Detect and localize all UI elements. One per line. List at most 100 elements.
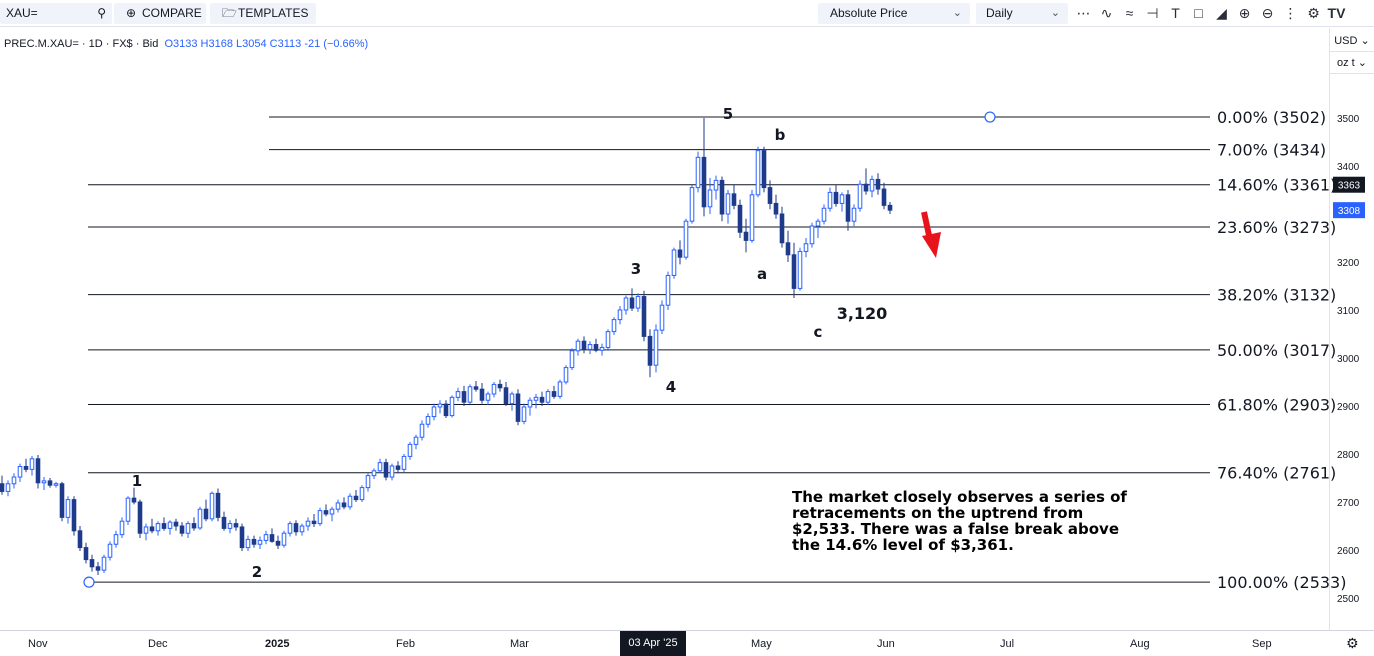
fib-level-label: 0.00% (3502): [1217, 108, 1326, 127]
candle-body: [137, 501, 143, 534]
candle-body: [47, 480, 53, 486]
candles-icon[interactable]: ⋯: [1076, 4, 1091, 21]
candle-body: [425, 416, 431, 425]
legend-instrument: PREC.M.XAU= · 1D · FX$ · Bid: [4, 38, 159, 50]
candle-body: [143, 526, 149, 534]
candle-body: [515, 393, 521, 422]
candle-body: [341, 502, 347, 508]
candle-body: [359, 487, 365, 501]
time-label: Nov: [28, 638, 48, 650]
candle-body: [551, 391, 557, 397]
settings-icon[interactable]: ⚙: [1307, 4, 1320, 21]
candle-body: [647, 335, 653, 366]
indicators-icon[interactable]: ∿: [1100, 4, 1113, 21]
text-icon[interactable]: T: [1171, 5, 1180, 21]
candle-body: [587, 344, 593, 350]
wave-label: 5: [723, 105, 733, 123]
wave-label: 2: [252, 563, 262, 581]
candle-body: [803, 243, 809, 252]
drawing-icon[interactable]: ⊣: [1146, 4, 1159, 21]
time-label: Mar: [510, 638, 529, 650]
chevron-down-icon: ⌄: [952, 7, 962, 19]
candle-body: [215, 492, 221, 518]
scale-controls: USD ⌄ oz t ⌄: [1330, 30, 1374, 74]
candle-body: [335, 502, 341, 510]
candle-body: [347, 495, 353, 508]
price-tick-label: 2600: [1337, 546, 1360, 557]
candle-body: [413, 436, 419, 445]
candle-body: [533, 396, 539, 401]
search-icon[interactable]: ⚲: [97, 6, 106, 20]
candle-body: [833, 191, 839, 204]
candle-body: [779, 213, 785, 244]
candle-body: [317, 510, 323, 525]
candle-body: [863, 183, 869, 192]
candle-body: [251, 538, 257, 545]
candle-body: [95, 566, 101, 571]
candle-body: [419, 423, 425, 438]
candle-body: [641, 296, 647, 337]
candle-body: [809, 225, 815, 245]
templates-button[interactable]: 🗁TEMPLATES: [210, 3, 316, 24]
candle-body: [383, 462, 389, 478]
wave-label: 3: [631, 260, 641, 278]
candle-body: [581, 340, 587, 350]
interval-value: Daily: [986, 6, 1013, 20]
candle-body: [209, 492, 215, 520]
chart-legend: PREC.M.XAU= · 1D · FX$ · Bid O3133 H3168…: [4, 38, 368, 50]
candle-body: [671, 249, 677, 276]
currency-select[interactable]: USD ⌄: [1330, 30, 1374, 52]
wave-icon[interactable]: ≈: [1125, 5, 1134, 21]
candle-body: [473, 386, 479, 390]
more-icon[interactable]: ⋮: [1283, 4, 1298, 21]
candle-body: [125, 497, 131, 522]
candle-body: [167, 521, 173, 529]
plus-circle-icon: ⊕: [126, 6, 137, 20]
zoom-out-icon[interactable]: ⊖: [1261, 4, 1274, 21]
candle-body: [269, 534, 275, 542]
tradingview-logo: TV: [1327, 5, 1346, 21]
chevron-down-icon: ⌄: [1050, 7, 1060, 19]
interval-select[interactable]: Daily ⌄: [976, 3, 1068, 24]
time-label: 2025: [265, 638, 290, 650]
candle-body: [845, 194, 851, 222]
candle-body: [5, 483, 11, 492]
symbol-search-input[interactable]: XAU= ⚲: [0, 3, 112, 24]
candle-body: [287, 523, 293, 534]
cursor-date-label: 03 Apr '25: [620, 631, 686, 656]
candle-body: [593, 344, 599, 351]
time-label: Feb: [396, 638, 415, 650]
shapes-icon[interactable]: ◢: [1216, 4, 1227, 21]
candle-body: [233, 523, 239, 528]
axis-settings-icon[interactable]: ⚙: [1346, 635, 1359, 651]
candle-body: [299, 525, 305, 533]
unit-value: oz t: [1336, 57, 1355, 69]
fib-level-label: 50.00% (3017): [1217, 341, 1336, 360]
unit-select[interactable]: oz t ⌄: [1330, 52, 1374, 74]
candle-body: [449, 396, 455, 417]
candle-body: [851, 207, 857, 222]
price-tick-label: 3100: [1337, 306, 1360, 317]
candle-body: [23, 465, 29, 470]
currency-value: USD: [1334, 35, 1358, 47]
zoom-in-icon[interactable]: ⊕: [1238, 4, 1251, 21]
wave-label: a: [757, 265, 767, 283]
wave-label: 4: [666, 378, 676, 396]
candle-body: [509, 393, 515, 405]
time-axis[interactable]: Nov Dec 2025 Feb Mar 03 Apr '25 May Jun …: [0, 630, 1374, 656]
candle-body: [791, 254, 797, 289]
candle-body: [113, 534, 119, 545]
wave-label: 3,120: [837, 304, 888, 323]
measure-icon[interactable]: □: [1194, 5, 1203, 21]
price-chart[interactable]: 3500340033003200310030002900280027002600…: [0, 28, 1374, 630]
candle-body: [401, 455, 407, 470]
time-label: Sep: [1252, 638, 1272, 650]
candle-body: [311, 520, 317, 525]
candle-body: [323, 510, 329, 515]
compare-button[interactable]: ⊕ COMPARE: [114, 3, 206, 24]
candle-body: [59, 483, 65, 518]
price-type-select[interactable]: Absolute Price ⌄: [818, 3, 970, 24]
candle-body: [497, 383, 503, 389]
candle-body: [881, 188, 887, 206]
candle-body: [485, 393, 491, 401]
